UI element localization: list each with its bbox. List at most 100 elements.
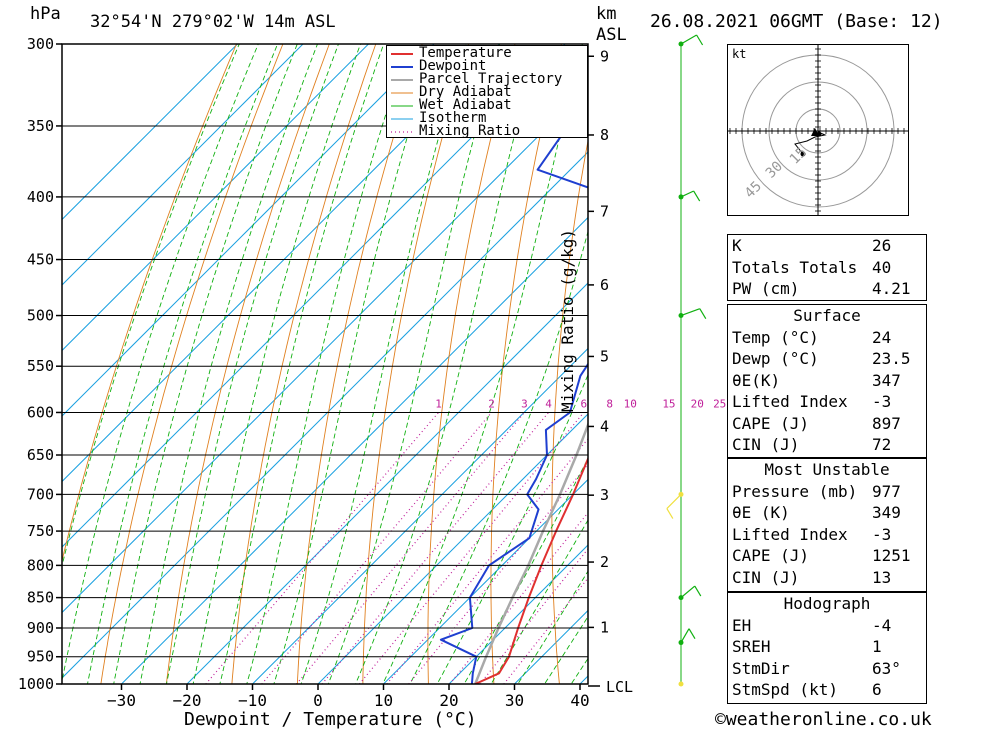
mixing-ratio-tick-label: 3 (521, 397, 528, 410)
pressure-tick-label: 650 (27, 446, 54, 464)
wet-adiabat-line (490, 519, 588, 684)
temperature-tick-label: −30 (107, 691, 136, 710)
temperature-tick-label: 20 (439, 691, 458, 710)
mixing-ratio-tick-label: 10 (624, 397, 637, 410)
index-row: CAPE (J) 897 (732, 413, 901, 433)
dry-adiabat-line (611, 7, 662, 710)
most-unstable-title: Most Unstable (764, 460, 890, 479)
mixing-ratio-tick-label: 6 (580, 397, 587, 410)
mixing-ratio-tick-label: 25 (713, 397, 726, 410)
wet-adiabat-line (246, 44, 410, 684)
pressure-tick-label: 800 (27, 556, 54, 574)
datetime-label: 26.08.2021 06GMT (Base: 12) (650, 11, 943, 32)
index-table-top: K 26 Totals Totals 40 PW (cm) 4.21 (727, 234, 927, 301)
temperature-tick-label: −20 (173, 691, 202, 710)
height-tick-label: 4 (600, 417, 609, 435)
wet-adiabat-line (166, 44, 339, 684)
wet-adiabat-line (273, 44, 437, 684)
height-tick-label: 3 (600, 486, 609, 504)
wind-barb (666, 493, 682, 509)
temperature-tick-label: 10 (374, 691, 393, 710)
isotherm-line (62, 44, 435, 417)
wet-adiabat-line (300, 44, 467, 684)
legend-isotherm: Isotherm (419, 110, 487, 126)
wind-level-dot (678, 681, 684, 687)
pressure-unit-label: hPa (30, 4, 61, 24)
height-tick-label: 1 (600, 618, 609, 636)
x-axis-label: Dewpoint / Temperature (°C) (184, 709, 477, 730)
dry-adiabat-line (551, 138, 588, 684)
wind-barb (680, 585, 696, 599)
legend-parcel: Parcel Trajectory (419, 71, 563, 87)
hodograph-unit: kt (732, 47, 747, 61)
pressure-tick-label: 700 (27, 485, 54, 503)
dry-adiabat-line (930, 7, 1000, 710)
location-title: 32°54'N 279°02'W 14m ASL (90, 12, 336, 32)
pressure-tick-label: 500 (27, 307, 54, 325)
dry-adiabat-line (62, 44, 237, 563)
wet-adiabat-line (219, 44, 385, 684)
temperature-tick-label: 30 (505, 691, 524, 710)
pressure-tick-label: 550 (27, 357, 54, 375)
height-tick-label: 2 (600, 553, 609, 571)
index-row: Temp (°C) 24 (732, 327, 892, 347)
height-tick-label: 6 (600, 276, 609, 294)
isotherm-line (317, 413, 588, 684)
dry-adiabat-line (100, 44, 284, 684)
mixing-ratio-tick-label: 20 (691, 397, 704, 410)
dry-adiabat-line (979, 7, 1000, 710)
pressure-tick-label: 600 (27, 403, 54, 421)
isotherm-line (448, 544, 588, 684)
index-row: Pressure (mb) 977 (732, 481, 901, 501)
pressure-tick-label: 300 (27, 35, 54, 53)
dewpoint-series (439, 90, 588, 684)
legend-temperature: Temperature (419, 45, 512, 61)
index-row: EH -4 (732, 615, 892, 635)
index-row: Lifted Index -3 (732, 524, 892, 544)
index-row: K 26 (732, 236, 892, 255)
hodograph (727, 44, 909, 216)
footer-credit[interactable]: ©weatheronline.co.uk (715, 709, 932, 730)
temperature-tick-label: −10 (238, 691, 267, 710)
wet-adiabat-line (409, 229, 588, 684)
legend-mixing-ratio: Mixing Ratio (419, 123, 521, 139)
mixing-ratio-tick-label: 15 (662, 397, 675, 410)
wet-adiabat-line (327, 44, 501, 684)
dry-adiabat-line (362, 44, 470, 684)
legend-dry-adiabat: Dry Adiabat (419, 84, 512, 100)
mixing-ratio-axis-label: Mixing Ratio (g/kg) (558, 228, 577, 412)
pressure-tick-label: 750 (27, 522, 54, 540)
pressure-tick-label: 450 (27, 251, 54, 269)
hodograph-title: Hodograph (783, 594, 871, 613)
mixing-ratio-tick-label: 1 (435, 397, 442, 410)
lcl-label: LCL (606, 678, 633, 696)
wet-adiabat-line (544, 615, 588, 684)
height-unit-asl: ASL (596, 25, 627, 45)
height-tick-label: 8 (600, 126, 609, 144)
height-tick-label: 9 (600, 47, 609, 65)
wet-adiabat-line (517, 570, 588, 684)
height-unit-km: km (596, 4, 617, 24)
index-row: StmSpd (kt) 6 (732, 680, 882, 699)
pressure-tick-label: 400 (27, 188, 54, 206)
index-row: Totals Totals 40 (732, 257, 892, 277)
index-row: θE(K) 347 (732, 370, 901, 390)
isotherm-line (62, 44, 370, 352)
wind-barb-flag (666, 508, 674, 519)
mixing-ratio-tick-label: 2 (488, 397, 495, 410)
isotherm-line (62, 151, 588, 679)
mixing-ratio-line (386, 437, 588, 684)
isotherm-line (251, 347, 588, 684)
wet-adiabat-line (62, 44, 240, 568)
surface-title: Surface (793, 306, 861, 325)
wind-barb-flag (699, 308, 707, 320)
dry-adiabat-line (165, 44, 330, 684)
most-unstable-table: Most Unstable Pressure (mb) 977 θE (K) 349… (727, 458, 927, 592)
index-row: CIN (J) 72 (732, 435, 892, 454)
mixing-ratio-line (321, 412, 549, 684)
mixing-ratio-line (261, 412, 493, 684)
wind-barb-flag (694, 585, 702, 597)
dry-adiabat-line (427, 44, 516, 684)
index-row: Lifted Index -3 (732, 392, 892, 411)
mixing-ratio-tick-label: 8 (606, 397, 613, 410)
